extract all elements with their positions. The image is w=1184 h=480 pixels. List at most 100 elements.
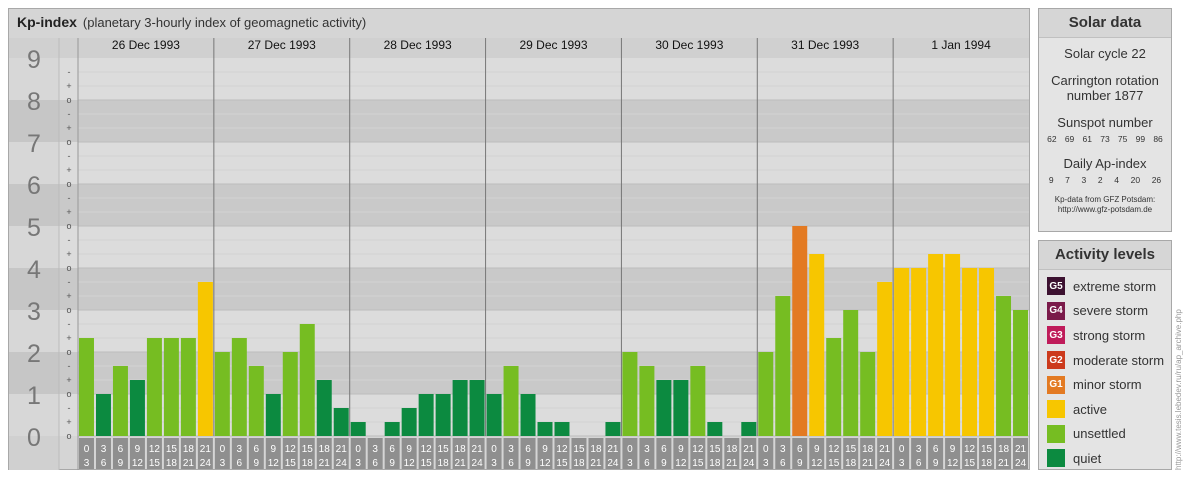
interval-start-label: 12 [149, 444, 161, 455]
kp-bar [265, 394, 281, 436]
interval-cell [163, 438, 179, 469]
y-minor-tick-label: + [66, 207, 71, 217]
interval-start-label: 6 [933, 444, 939, 455]
activity-levels-panel: Activity levels G5 extreme storm G4 severe … [1038, 240, 1172, 470]
y-tick-label-7: 7 [27, 130, 41, 158]
legend-swatch [1047, 400, 1065, 419]
interval-cell [520, 438, 536, 469]
interval-cell [95, 438, 111, 469]
interval-end-label: 6 [780, 458, 786, 469]
interval-cell [809, 438, 825, 469]
band-kp-6 [59, 142, 1029, 184]
interval-start-label: 9 [950, 444, 956, 455]
kp-bar [656, 380, 672, 436]
interval-end-label: 15 [964, 458, 976, 469]
interval-start-label: 15 [981, 444, 993, 455]
interval-cell [384, 438, 400, 469]
sunspot-value: 69 [1064, 134, 1075, 144]
kp-bar [95, 394, 111, 436]
legend-item: G5 extreme storm [1039, 274, 1171, 299]
interval-cell [894, 438, 910, 469]
credit-text: Kp-data from GFZ Potsdam: [1054, 195, 1156, 204]
interval-start-label: 18 [590, 444, 602, 455]
y-minor-tick-label: o [66, 95, 71, 105]
legend-item: unsettled [1039, 422, 1171, 447]
legend-swatch [1047, 424, 1065, 443]
interval-start-label: 9 [814, 444, 820, 455]
interval-start-label: 18 [183, 444, 195, 455]
y-tick-label-9: 9 [27, 46, 41, 74]
interval-start-label: 0 [84, 444, 90, 455]
carrington-rotation-number: number 1877 [1066, 88, 1144, 103]
interval-start-label: 12 [285, 444, 297, 455]
kp-bar [554, 422, 570, 436]
legend-label: quiet [1073, 450, 1102, 466]
interval-end-label: 12 [811, 458, 823, 469]
interval-cell [639, 438, 655, 469]
interval-start-label: 3 [372, 444, 378, 455]
credit-link[interactable]: http://www.gfz-potsdam.de [1057, 205, 1153, 214]
interval-end-label: 3 [627, 458, 633, 469]
kp-bar [979, 268, 995, 436]
kp-bar [435, 394, 451, 436]
kp-bar [622, 352, 638, 436]
interval-cell [248, 438, 264, 469]
ap-index-values: 9 7 3 2 4 20 26 [1039, 175, 1171, 185]
interval-start-label: 18 [319, 444, 331, 455]
interval-cell [996, 438, 1012, 469]
chart-title: Kp-index (planetary 3-hourly index of geo… [17, 14, 366, 30]
data-credit: Kp-data from GFZ Potsdam: http://www.gfz… [1039, 195, 1171, 215]
interval-cell [979, 438, 995, 469]
interval-start-label: 0 [627, 444, 633, 455]
interval-cell [452, 438, 468, 469]
y-tick-label-2: 2 [27, 340, 41, 368]
kp-bar [452, 380, 468, 436]
interval-cell [401, 438, 417, 469]
y-minor-tick-label: + [66, 417, 71, 427]
solar-data-title: Solar data [1039, 9, 1171, 38]
interval-cell [333, 438, 349, 469]
y-minor-tick-label: - [68, 151, 71, 161]
interval-start-label: 0 [763, 444, 769, 455]
y-tick-label-6: 6 [27, 172, 41, 200]
chart-title-main: Kp-index [17, 14, 77, 30]
interval-cell [588, 438, 604, 469]
interval-cell [265, 438, 281, 469]
y-minor-tick-label: - [68, 109, 71, 119]
legend-item: G1 minor storm [1039, 372, 1171, 397]
sunspot-value: 86 [1153, 134, 1163, 144]
interval-end-label: 18 [573, 458, 585, 469]
interval-cell [962, 438, 978, 469]
band-label-kp-8 [9, 58, 59, 100]
interval-end-label: 18 [166, 458, 178, 469]
interval-cell [707, 438, 723, 469]
interval-end-label: 21 [862, 458, 874, 469]
interval-end-label: 15 [556, 458, 568, 469]
activity-levels-title: Activity levels [1039, 241, 1171, 270]
kp-bar [282, 352, 298, 436]
interval-end-label: 18 [845, 458, 857, 469]
y-minor-tick-label: o [66, 221, 71, 231]
ap-index-value: 4 [1114, 175, 1119, 185]
kp-bar [605, 422, 621, 436]
y-minor-tick-label: o [66, 137, 71, 147]
interval-cell [843, 438, 859, 469]
interval-end-label: 3 [491, 458, 497, 469]
ap-index-value: 9 [1048, 175, 1054, 185]
band-label-kp-6 [9, 142, 59, 184]
interval-end-label: 3 [899, 458, 905, 469]
interval-start-label: 3 [916, 444, 922, 455]
legend-label: active [1073, 401, 1107, 417]
interval-cell [877, 438, 893, 469]
kp-bar [197, 281, 213, 436]
band-label-kp-5 [9, 184, 59, 226]
interval-end-label: 6 [372, 458, 378, 469]
interval-start-label: 18 [726, 444, 738, 455]
kp-bar [860, 352, 876, 436]
kp-bar [877, 281, 893, 436]
interval-end-label: 3 [84, 458, 90, 469]
interval-end-label: 18 [709, 458, 721, 469]
interval-cell [571, 438, 587, 469]
kp-bar [163, 338, 179, 436]
band-label-kp-0 [9, 394, 59, 436]
